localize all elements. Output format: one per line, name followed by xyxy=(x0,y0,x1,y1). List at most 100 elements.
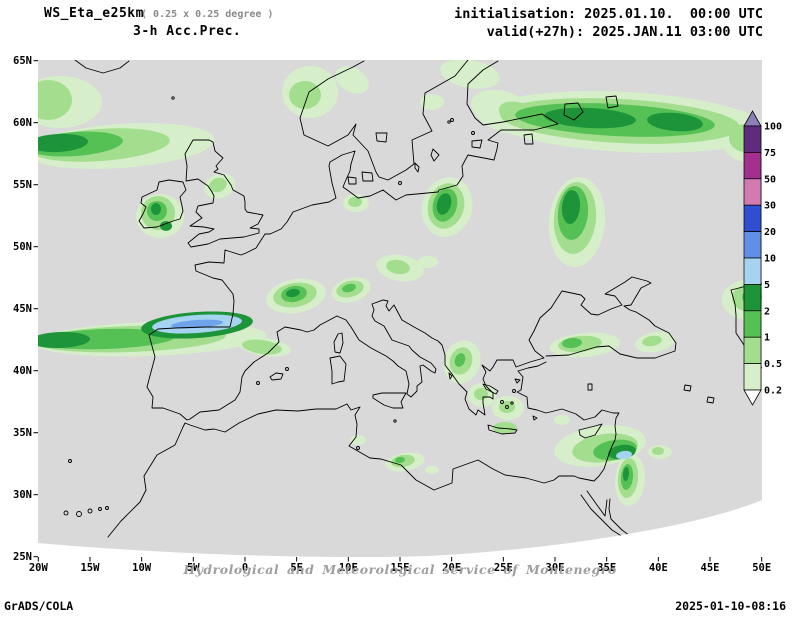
lon-tick-label: 40E xyxy=(649,562,668,574)
creation-timestamp: 2025-01-10-08:16 xyxy=(675,599,786,613)
island-dot xyxy=(76,511,82,517)
island-dot xyxy=(256,381,260,385)
coastline-scandinavia xyxy=(299,60,469,181)
precip-cell xyxy=(420,94,444,110)
precip-cell xyxy=(436,193,452,215)
precip-cell xyxy=(474,388,488,400)
service-credit: Hydrological and Meteorological service … xyxy=(183,562,617,577)
coastline-sinai xyxy=(586,490,608,517)
precip-cell xyxy=(242,339,282,355)
legend-label: 1 xyxy=(764,333,770,344)
precip-cell xyxy=(160,221,172,231)
model-title: WS_Eta_e25km xyxy=(44,6,144,21)
legend-label: 5 xyxy=(764,280,770,291)
precip-cell xyxy=(562,337,582,349)
legend-arrow-bottom xyxy=(743,389,762,406)
island-dot xyxy=(471,131,475,135)
island-dot xyxy=(510,401,514,405)
lon-tick-label: 5E xyxy=(290,562,303,574)
coastline-iceland xyxy=(74,60,130,74)
precip-cell xyxy=(286,288,300,298)
legend-label: 50 xyxy=(764,174,776,185)
small-island-dots xyxy=(63,96,516,517)
legend-colorbar: 100 75 50 30 20 10 5 2 1 0.5 0.2 xyxy=(743,110,782,406)
precip-cell xyxy=(652,447,664,455)
product-title: 3-h Acc.Prec. xyxy=(133,24,242,39)
legend-segment xyxy=(743,257,762,285)
legend-segment xyxy=(743,178,762,206)
lat-tick-label: 30N xyxy=(13,489,32,501)
resolution-label: ( 0.25 x 0.25 degree ) xyxy=(141,9,274,20)
precip-cell xyxy=(493,422,517,434)
precip-cell xyxy=(386,259,410,275)
precip-cell xyxy=(622,467,630,481)
island-dot xyxy=(512,389,516,393)
precip-cell xyxy=(350,435,366,445)
lakes-outlines xyxy=(375,95,715,404)
precip-cell xyxy=(395,456,405,464)
legend-segment xyxy=(743,284,762,312)
precip-cell xyxy=(440,60,500,89)
island-dot xyxy=(285,367,289,371)
precipitation-shading xyxy=(38,60,762,506)
island-dot xyxy=(98,507,102,511)
lon-tick-label: 15W xyxy=(80,562,100,574)
lon-tick-label: 5W xyxy=(187,562,200,574)
lon-tick-label: 15E xyxy=(391,562,410,574)
coastline-marmara-south xyxy=(517,361,547,372)
legend-segment xyxy=(743,336,762,364)
legend-label: 2 xyxy=(764,306,770,317)
lon-tick-label: 50E xyxy=(752,562,771,574)
precip-cell xyxy=(544,107,636,129)
coastline-ireland xyxy=(138,179,187,229)
precip-cell xyxy=(171,319,223,329)
lon-tick-label: 10W xyxy=(132,562,152,574)
lon-tick-label: 20W xyxy=(29,562,49,574)
precip-cell xyxy=(151,203,161,215)
island-dot xyxy=(450,118,454,122)
legend-segment xyxy=(743,310,762,338)
lon-tick-label: 35E xyxy=(597,562,616,574)
coastline-turkey-africa xyxy=(107,370,620,538)
precip-cell xyxy=(425,466,439,474)
island-dot xyxy=(500,400,504,404)
precip-cell xyxy=(418,256,438,268)
legend-label: 20 xyxy=(764,227,776,238)
island-dot xyxy=(505,405,509,409)
lat-tick-label: 65N xyxy=(13,55,32,67)
legend-label: 100 xyxy=(764,122,782,133)
island-dot xyxy=(63,510,69,516)
precip-cell xyxy=(642,335,662,347)
grads-credit: GrADS/COLA xyxy=(4,599,74,613)
legend-label: 30 xyxy=(764,201,776,212)
legend-segment xyxy=(743,363,762,391)
legend-label: 0.5 xyxy=(764,359,782,370)
island-dot xyxy=(447,120,451,124)
island-dot xyxy=(171,96,175,100)
precip-cell xyxy=(647,112,703,132)
precip-cell xyxy=(38,133,88,153)
precip-cell xyxy=(38,80,72,120)
lat-tick-label: 45N xyxy=(13,303,32,315)
precip-cell xyxy=(561,190,581,224)
island-dot xyxy=(105,506,109,510)
init-time-label: initialisation: 2025.01.10. 00:00 UTC xyxy=(454,6,763,22)
coastline-italy-balkans-blacksea xyxy=(336,276,677,416)
legend-label: 75 xyxy=(764,148,776,159)
legend-segment xyxy=(743,152,762,180)
legend-label: 0.2 xyxy=(764,386,782,397)
precip-cell xyxy=(209,177,227,193)
lat-tick-label: 35N xyxy=(13,427,32,439)
legend-label: 10 xyxy=(764,254,776,265)
lat-tick-label: 40N xyxy=(13,365,32,377)
lat-tick-label: 50N xyxy=(13,241,32,253)
island-dot xyxy=(398,181,402,185)
island-dot xyxy=(393,419,397,423)
lat-tick-label: 55N xyxy=(13,179,32,191)
island-dot xyxy=(356,446,360,450)
precip-cell xyxy=(616,450,632,460)
lat-tick-label: 25N xyxy=(13,551,32,563)
coastline-britain xyxy=(184,139,264,248)
